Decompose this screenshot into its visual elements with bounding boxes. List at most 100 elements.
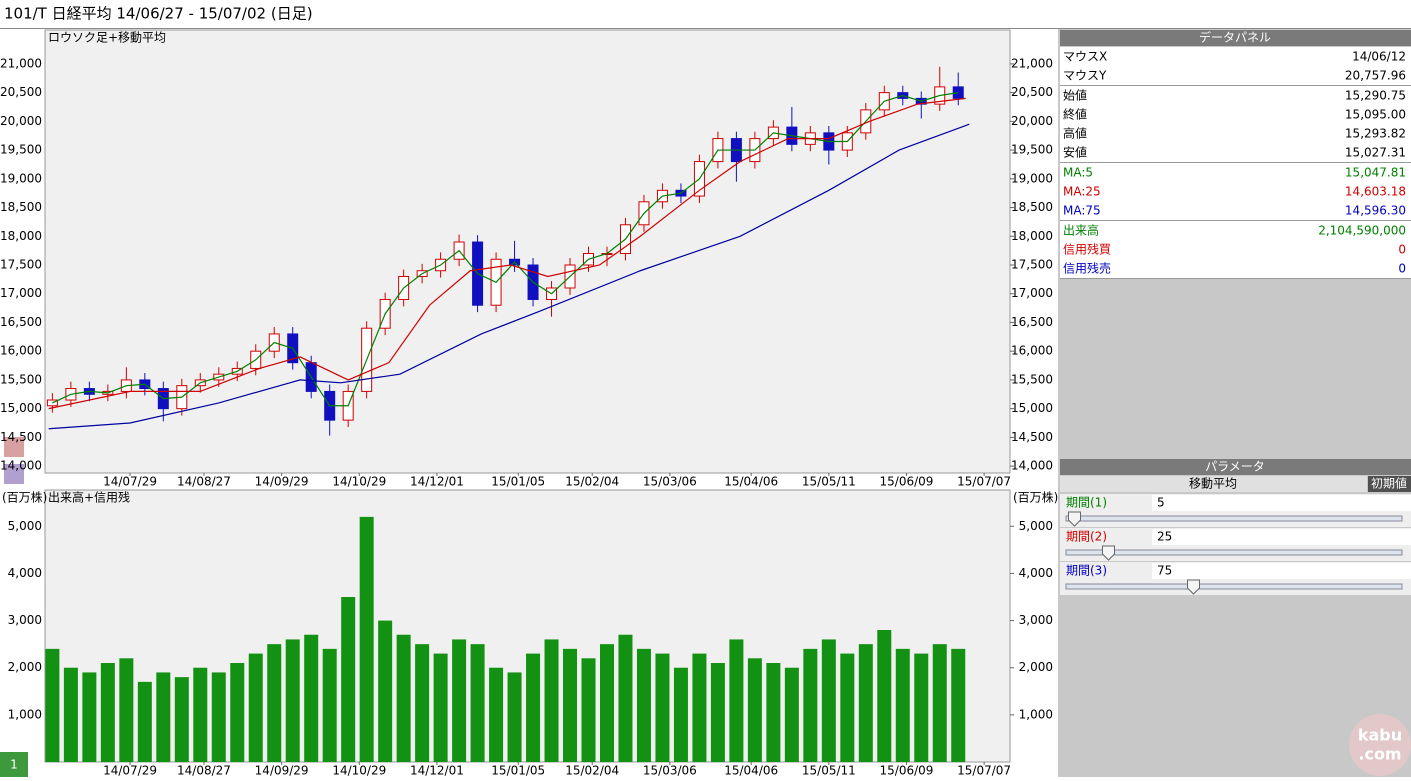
panel-value: 15,027.31 <box>1345 146 1406 160</box>
x-tick-label: 15/03/06 <box>643 764 697 778</box>
x-tick-label: 14/07/29 <box>103 475 157 489</box>
panel-row <box>1060 182 1411 201</box>
y-tick-label: 5,000 <box>1019 519 1053 533</box>
x-tick-label: 15/02/04 <box>565 764 619 778</box>
y-tick-label: 20,500 <box>1011 85 1053 99</box>
volume-bar <box>63 667 78 762</box>
param-input[interactable] <box>1152 529 1411 545</box>
y-tick-label: 4,000 <box>8 566 42 580</box>
panel-value: 15,047.81 <box>1345 166 1406 180</box>
panel-row <box>1060 143 1411 162</box>
x-tick-label: 14/07/29 <box>103 764 157 778</box>
watermark-text: kabu <box>1358 726 1402 745</box>
volume-bar <box>655 653 670 762</box>
volume-bar <box>673 667 688 762</box>
x-tick-label: 14/09/29 <box>255 475 309 489</box>
volume-bar <box>951 648 966 762</box>
volume-bar <box>378 620 393 762</box>
y-tick-label: 19,000 <box>0 171 42 185</box>
panel-value: 0 <box>1398 262 1406 276</box>
chart-title: 出来高+信用残 <box>48 490 130 505</box>
x-tick-label: 15/01/05 <box>491 764 545 778</box>
reset-button[interactable] <box>1368 476 1411 492</box>
volume-bar <box>710 663 725 762</box>
panel-value: 20,757.96 <box>1345 69 1406 83</box>
volume-bar <box>840 653 855 762</box>
header-title: 101/T 日経平均 14/06/27 - 15/07/02 (日足) <box>4 5 313 23</box>
panel-row <box>1060 124 1411 143</box>
volume-bar <box>193 667 208 762</box>
unit-label: (百万株) <box>1013 490 1058 505</box>
volume-bar <box>359 516 374 762</box>
y-tick-label: 3,000 <box>1019 613 1053 627</box>
panel-title: データパネル <box>1199 30 1271 45</box>
watermark-logo <box>1349 714 1411 776</box>
volume-bar <box>82 672 97 762</box>
y-tick-label: 4,000 <box>1019 566 1053 580</box>
panel-label: MA:75 <box>1063 204 1101 218</box>
panel-row <box>1060 221 1411 240</box>
y-tick-label: 15,000 <box>1011 401 1053 415</box>
panel-label: 高値 <box>1063 126 1087 141</box>
slider-track[interactable] <box>1065 549 1403 556</box>
plot-area <box>44 29 1011 474</box>
slider-thumb[interactable] <box>1187 579 1200 595</box>
x-tick-label: 15/04/06 <box>724 764 778 778</box>
volume-bar <box>100 663 115 762</box>
chart-title: ロウソク足+移動平均 <box>48 31 166 45</box>
panel-label: 出来高 <box>1063 223 1099 238</box>
tool-icon[interactable] <box>4 437 24 457</box>
panel-row <box>1060 201 1411 220</box>
moving-average-line <box>48 97 966 410</box>
panel-label: マウスY <box>1063 69 1107 83</box>
panel-label: 安値 <box>1063 145 1087 160</box>
volume-bar <box>747 658 762 762</box>
reset-label: 初期値 <box>1371 476 1407 491</box>
volume-bar <box>285 639 300 762</box>
tool-icon[interactable] <box>4 464 24 484</box>
volume-bar <box>914 653 929 762</box>
y-tick-label: 19,500 <box>0 143 42 157</box>
param-value: 5 <box>1157 496 1165 510</box>
y-tick-label: 17,000 <box>1011 286 1053 300</box>
y-tick-label: 5,000 <box>8 519 42 533</box>
slider-thumb[interactable] <box>1102 545 1115 561</box>
panel-value: 15,095.00 <box>1345 108 1406 122</box>
volume-bar <box>599 644 614 762</box>
x-tick-label: 14/10/29 <box>332 475 386 489</box>
volume-bar <box>526 653 541 762</box>
volume-bar <box>489 667 504 762</box>
x-tick-label: 15/06/09 <box>880 475 934 489</box>
x-tick-label: 14/09/29 <box>255 764 309 778</box>
panel-value: 14/06/12 <box>1352 50 1406 64</box>
panel-row <box>1060 66 1411 85</box>
param-value: 25 <box>1157 530 1172 544</box>
panel-label: 信用残買 <box>1063 243 1111 257</box>
y-tick-label: 21,000 <box>1011 56 1053 70</box>
panel-value: 2,104,590,000 <box>1318 224 1406 238</box>
volume-bar <box>452 639 467 762</box>
slider-track[interactable] <box>1065 583 1403 590</box>
x-tick-label: 15/03/06 <box>643 475 697 489</box>
watermark-text: .com <box>1358 745 1401 764</box>
y-tick-label: 14,500 <box>1011 430 1053 444</box>
param-input[interactable] <box>1152 495 1411 511</box>
volume-bar <box>433 653 448 762</box>
x-tick-label: 15/04/06 <box>724 475 778 489</box>
panel-header <box>1060 30 1411 46</box>
volume-bar <box>932 644 947 762</box>
page-number: 1 <box>10 758 18 772</box>
param-tab[interactable] <box>1060 476 1367 492</box>
param-input[interactable] <box>1152 563 1411 579</box>
panel-row <box>1060 86 1411 105</box>
slider-track[interactable] <box>1065 515 1403 522</box>
volume-bar <box>415 644 430 762</box>
x-tick-label: 15/06/09 <box>880 764 934 778</box>
volume-bar <box>211 672 226 762</box>
slider-thumb[interactable] <box>1068 511 1081 527</box>
page-tab[interactable] <box>0 752 28 777</box>
volume-bar <box>267 644 282 762</box>
panel-label: MA:25 <box>1063 185 1101 199</box>
